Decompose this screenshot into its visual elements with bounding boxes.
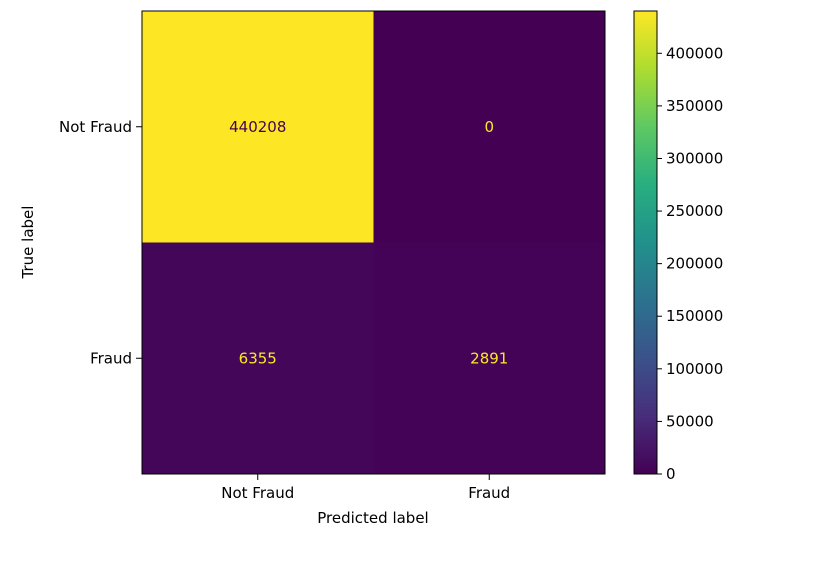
- colorbar-tick-label: 50000: [666, 412, 714, 430]
- colorbar-tick-label: 150000: [666, 307, 723, 325]
- y-axis-title: True label: [19, 206, 37, 280]
- colorbar-tick-label: 250000: [666, 202, 723, 220]
- heatmap-cells: [141, 10, 606, 475]
- heatmap-cell: [373, 242, 605, 474]
- colorbar-tick-label: 0: [666, 465, 676, 483]
- colorbar-ticks: 0 50000 100000 150000 200000 250000 300000 3500…: [657, 44, 723, 483]
- cell-value-label: 6355: [239, 349, 277, 367]
- colorbar-tick-label: 350000: [666, 97, 723, 115]
- cell-value-label: 0: [484, 118, 494, 136]
- y-tick-label: Not Fraud: [59, 118, 132, 136]
- heatmap-cell: [142, 11, 374, 243]
- cell-value-label: 2891: [470, 349, 508, 367]
- x-axis-title: Predicted label: [317, 509, 428, 527]
- colorbar-tick-label: 200000: [666, 255, 723, 273]
- y-tick-label: Fraud: [90, 349, 132, 367]
- cell-value-label: 440208: [229, 118, 286, 136]
- colorbar-tick-label: 400000: [666, 44, 723, 62]
- heatmap-cell: [142, 242, 374, 474]
- x-tick-label: Fraud: [468, 484, 510, 502]
- cell-value-labels: 440208 0 6355 2891: [229, 118, 508, 368]
- colorbar: 0 50000 100000 150000 200000 250000 300000 3500…: [633, 10, 723, 483]
- x-tick-label: Not Fraud: [221, 484, 294, 502]
- y-axis-ticks: Not Fraud Fraud: [59, 118, 142, 367]
- x-axis-ticks: Not Fraud Fraud: [221, 474, 510, 502]
- colorbar-tick-label: 300000: [666, 149, 723, 167]
- colorbar-tick-label: 100000: [666, 360, 723, 378]
- colorbar-gradient: [633, 10, 658, 475]
- heatmap-cell: [373, 11, 605, 243]
- plot-frame: [141, 10, 606, 475]
